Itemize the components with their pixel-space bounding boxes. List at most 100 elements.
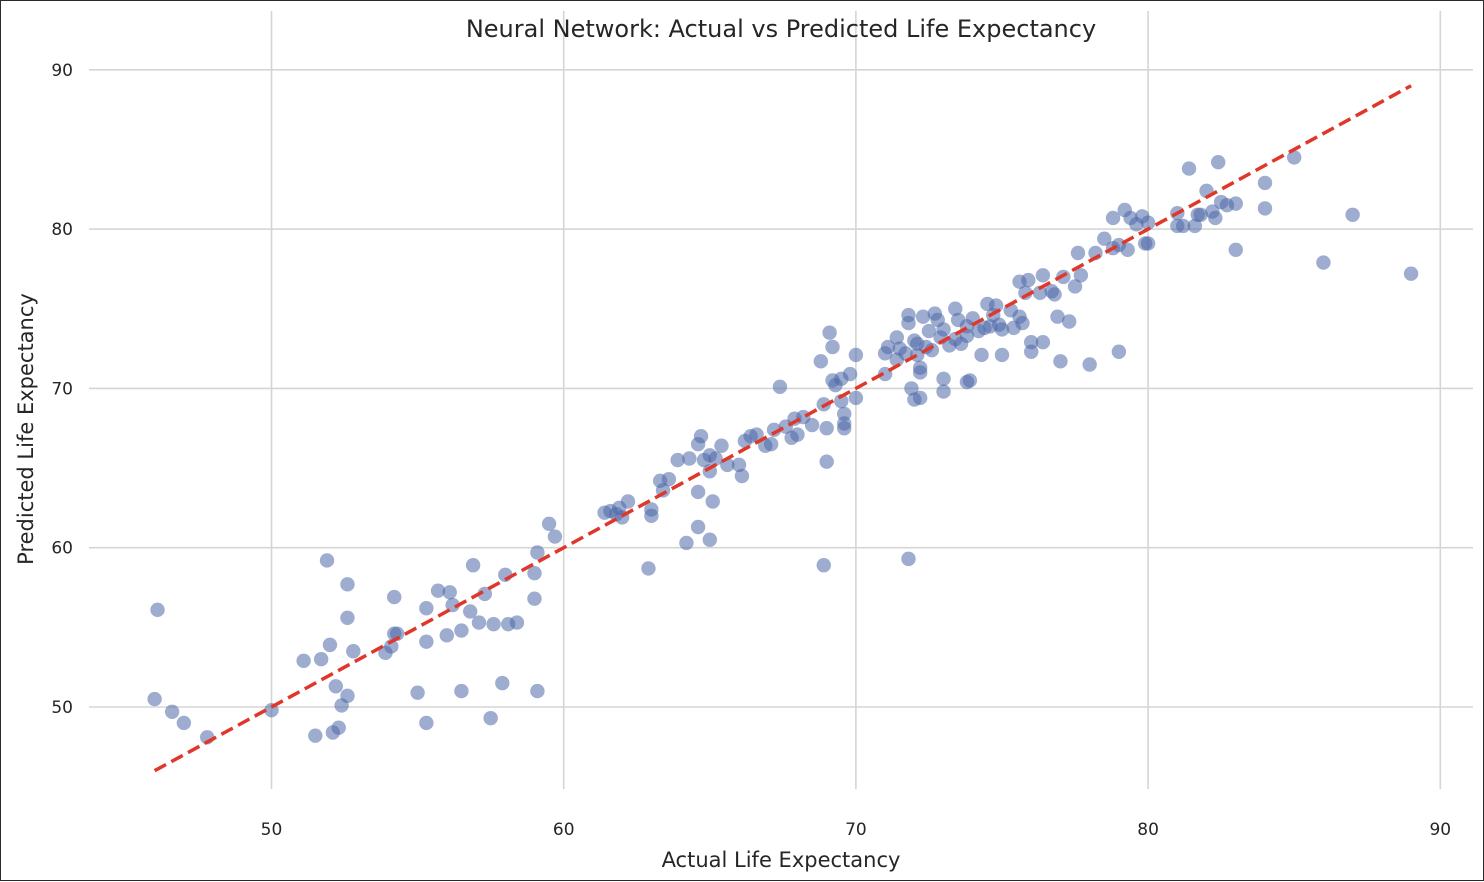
scatter-point [486,616,501,632]
scatter-point [889,330,905,345]
scatter-point [527,591,542,606]
scatter-point [147,691,162,707]
scatter-point [661,472,677,487]
scatter-point [483,710,498,726]
scatter-point [763,436,779,452]
scatter-point [731,457,747,473]
scatter-point [530,545,545,560]
scatter-point [804,417,820,433]
tick-labels: 50 60 70 80 90 50 60 70 80 90 [51,61,1451,840]
scatter-point [766,422,782,438]
scatter-point [454,623,469,638]
scatter-point [1187,218,1203,234]
scatter-point [477,586,493,602]
scatter-point [445,597,460,613]
scatter-point [410,685,425,700]
scatter-point [921,323,937,339]
scatter-point [419,634,434,649]
scatter-point [1140,215,1156,230]
scatter-point [1021,272,1036,288]
scatter-point [1067,279,1083,294]
x-axis-label: Actual Life Expectancy [662,848,901,872]
scatter-point [1073,268,1089,283]
scatter-point [1208,210,1223,226]
scatter-point [1257,201,1273,216]
x-tick-label: 60 [553,820,575,840]
scatter-point [1287,150,1302,165]
scatter-point [164,704,180,719]
data-points [147,150,1419,745]
scatter-point [705,494,720,509]
scatter-point [527,565,542,581]
scatter-point [462,604,478,619]
scatter-point [471,615,487,630]
scatter-point [1053,354,1068,369]
scatter-point [319,553,335,568]
scatter-point [690,484,706,500]
y-tick-label: 60 [51,539,73,559]
scatter-point [670,452,685,468]
scatter-point [962,373,978,388]
scatter-point [837,421,852,436]
scatter-point [816,558,831,573]
scatter-point [547,529,563,544]
x-tick-label: 80 [1137,820,1159,840]
scatter-point [790,427,805,442]
scatter-point [1345,207,1360,222]
scatter-point [749,427,764,442]
scatter-point [495,675,510,691]
scatter-point [912,390,928,406]
scatter-point [825,339,840,355]
reference-line-layer [153,84,1412,773]
scatter-point [1211,154,1226,170]
x-tick-label: 50 [261,820,283,840]
scatter-point [708,451,723,466]
scatter-point [1035,268,1051,283]
x-tick-label: 70 [845,820,867,840]
chart-title: Neural Network: Actual vs Predicted Life… [466,15,1096,43]
scatter-point [936,384,951,399]
y-tick-label: 70 [51,379,73,399]
scatter-point [641,561,656,576]
scatter-point [702,532,717,547]
scatter-point [1015,315,1030,331]
scatter-point [328,679,343,694]
scatter-point [1228,196,1243,211]
scatter-point [959,328,975,344]
scatter-point [901,315,916,331]
scatter-point [1024,344,1039,359]
scatter-point [389,626,405,641]
scatter-point [340,610,355,625]
scatter-point [936,322,951,337]
scatter-point [419,715,434,731]
scatter-point [898,346,913,361]
scatter-point [454,683,469,699]
scatter-point [904,381,919,396]
scatter-point [690,519,706,535]
scatter-point [834,393,849,409]
scatter-point [296,653,311,669]
scatter-point [430,583,446,598]
scatter-point [322,637,338,653]
scatter-point [384,639,399,654]
scatter-point [530,683,545,699]
scatter-point [1050,309,1065,324]
scatter-point [848,347,864,363]
y-tick-label: 80 [51,220,73,240]
scatter-point [1047,287,1062,302]
scatter-point [682,451,697,466]
scatter-point [1193,207,1208,222]
scatter-point [948,301,963,316]
grid-layer [89,11,1473,789]
scatter-point [1111,344,1127,359]
scatter-point [1257,175,1273,191]
scatter-point [176,715,192,731]
scatter-point [1228,242,1243,258]
scatter-point [679,535,694,551]
scatter-point [842,366,858,382]
scatter-point [813,354,829,369]
scatter-point [1062,314,1077,329]
scatter-point [1140,236,1156,251]
scatter-point [340,688,355,704]
